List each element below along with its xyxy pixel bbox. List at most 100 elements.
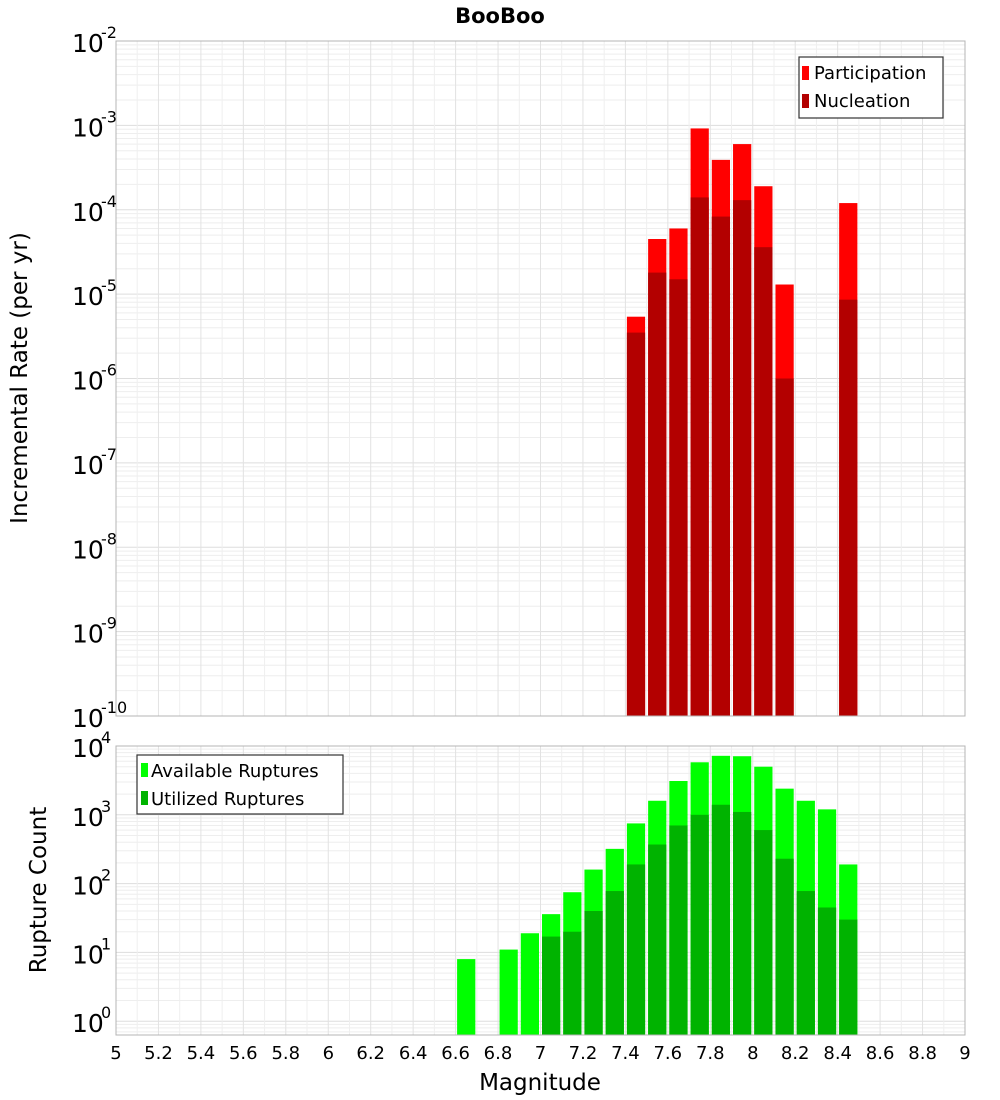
top-plot-border <box>115 40 966 717</box>
x-tick-label: 8.8 <box>908 1043 937 1064</box>
y-tick-4: 104 <box>72 728 111 763</box>
y-tick-exponent: -8 <box>101 529 117 548</box>
y-tick-exponent: 4 <box>101 728 111 747</box>
bottom-legend: Available Ruptures Utilized Ruptures <box>136 754 344 815</box>
y-tick-base: 10 <box>72 1009 104 1038</box>
x-tick-label: 5.4 <box>187 1043 216 1064</box>
x-tick-label: 7.8 <box>696 1043 725 1064</box>
available-swatch <box>141 763 148 777</box>
x-tick-label: 5.2 <box>144 1043 173 1064</box>
y-tick-0: 100 <box>72 1003 111 1038</box>
x-tick-label: 5.6 <box>229 1043 258 1064</box>
x-tick-label: 7.2 <box>569 1043 598 1064</box>
bar-nucleation-4 <box>711 216 731 716</box>
y-tick-exponent: -5 <box>101 276 117 295</box>
bar-nucleation-0 <box>626 332 646 716</box>
bar-nucleation-3 <box>690 197 709 717</box>
y-tick-base: 10 <box>72 282 104 311</box>
x-tick-label: 8.4 <box>823 1043 852 1064</box>
y-tick-2: 102 <box>72 866 111 901</box>
bar-available-ruptures-2 <box>520 933 539 1035</box>
x-tick-label: 5 <box>110 1043 121 1064</box>
x-tick-label: 8 <box>747 1043 758 1064</box>
participation-nucleation-panel: 10-210-310-410-510-610-710-810-910-10 In… <box>7 23 966 733</box>
bar-utilized-ruptures-11 <box>775 858 794 1035</box>
y-tick-exponent: -7 <box>101 445 117 464</box>
x-tick-label: 6.2 <box>356 1043 385 1064</box>
bottom-y-axis-label: Rupture Count <box>26 807 52 973</box>
y-tick-base: 10 <box>72 872 104 901</box>
bar-utilized-ruptures-1 <box>563 931 582 1035</box>
x-tick-label: 6.4 <box>399 1043 428 1064</box>
bar-nucleation-8 <box>839 299 858 716</box>
y-tick-exponent: 1 <box>101 934 111 953</box>
bar-nucleation-7 <box>775 378 794 716</box>
top-bars <box>626 128 858 717</box>
y-tick-exponent: -3 <box>101 107 117 126</box>
y-tick-exponent: 2 <box>101 866 111 885</box>
y-tick--2: 10-2 <box>72 23 117 58</box>
bar-utilized-ruptures-7 <box>690 814 709 1035</box>
y-tick--5: 10-5 <box>72 276 117 311</box>
chart-title: BooBoo <box>455 4 545 28</box>
y-tick--10: 10-10 <box>72 698 127 733</box>
bar-utilized-ruptures-6 <box>669 825 688 1035</box>
x-tick-label: 7.6 <box>653 1043 682 1064</box>
y-tick-exponent: -2 <box>101 23 117 42</box>
y-tick-base: 10 <box>72 803 104 832</box>
y-tick-base: 10 <box>72 451 104 480</box>
y-tick-base: 10 <box>72 734 104 763</box>
top-legend-box <box>798 56 944 119</box>
bar-utilized-ruptures-4 <box>626 864 646 1035</box>
bottom-plot-border <box>115 745 966 1036</box>
x-tick-label: 7 <box>535 1043 546 1064</box>
y-tick-exponent: -10 <box>101 698 127 717</box>
y-tick--8: 10-8 <box>72 529 117 564</box>
y-tick-base: 10 <box>72 620 104 649</box>
bar-utilized-ruptures-2 <box>584 911 603 1035</box>
bar-nucleation-2 <box>669 279 688 716</box>
bar-utilized-ruptures-0 <box>542 936 561 1035</box>
available-legend-label: Available Ruptures <box>151 761 319 782</box>
y-tick-exponent: -9 <box>101 614 117 633</box>
y-tick-base: 10 <box>72 535 104 564</box>
y-tick--9: 10-9 <box>72 614 117 649</box>
x-tick-label: 7.4 <box>611 1043 640 1064</box>
x-tick-labels: 5 5.2 5.4 5.6 5.8 6 6.2 6.4 6.6 6.8 7 7.2 7.4 7.6 7.8 8… <box>110 1043 970 1064</box>
participation-legend-label: Participation <box>814 63 926 84</box>
x-tick-label: 6.8 <box>484 1043 513 1064</box>
top-legend: Participation Nucleation <box>798 56 944 119</box>
y-tick-base: 10 <box>72 113 104 142</box>
x-tick-label: 8.2 <box>781 1043 810 1064</box>
nucleation-swatch <box>802 94 809 108</box>
bar-available-ruptures-0 <box>457 959 476 1035</box>
y-tick--6: 10-6 <box>72 361 117 396</box>
y-tick-exponent: 0 <box>101 1003 111 1022</box>
y-tick-base: 10 <box>72 704 104 733</box>
x-axis-label: Magnitude <box>479 1070 601 1096</box>
nucleation-legend-label: Nucleation <box>814 91 910 112</box>
y-tick--3: 10-3 <box>72 107 117 142</box>
bottom-bars <box>457 755 858 1035</box>
bar-nucleation-1 <box>648 272 667 716</box>
utilized-swatch <box>141 791 148 805</box>
bar-utilized-ruptures-13 <box>817 907 837 1035</box>
top-y-axis-label: Incremental Rate (per yr) <box>7 232 33 524</box>
participation-swatch <box>802 66 809 80</box>
x-tick-label: 5.8 <box>271 1043 300 1064</box>
bar-utilized-ruptures-14 <box>839 919 858 1035</box>
y-tick-3: 103 <box>72 797 111 832</box>
y-tick-1: 101 <box>72 934 111 969</box>
y-tick-base: 10 <box>72 940 104 969</box>
y-tick-base: 10 <box>72 198 104 227</box>
bar-utilized-ruptures-3 <box>605 891 624 1035</box>
top-y-tick-labels: 10-210-310-410-510-610-710-810-910-10 <box>72 23 127 733</box>
bottom-legend-box <box>136 754 344 815</box>
x-tick-label: 6.6 <box>441 1043 470 1064</box>
bar-utilized-ruptures-10 <box>754 830 773 1035</box>
y-tick-base: 10 <box>72 29 104 58</box>
y-tick-exponent: 3 <box>101 797 111 816</box>
